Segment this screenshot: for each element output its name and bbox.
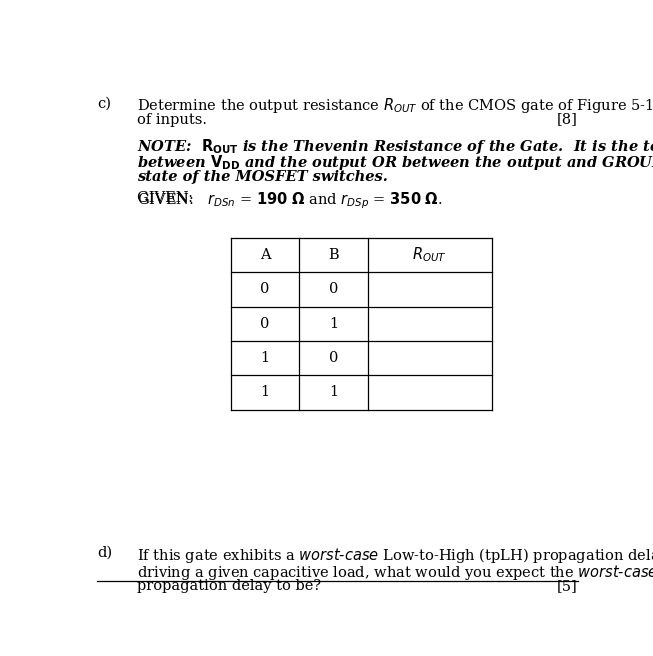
Text: 1: 1 (329, 317, 338, 331)
Text: d): d) (97, 546, 112, 560)
Text: NOTE:  $\mathbf{R_{OUT}}$ is the Thevenin Resistance of the Gate.  It is the tot: NOTE: $\mathbf{R_{OUT}}$ is the Thevenin… (137, 137, 653, 156)
Text: state of the MOSFET switches.: state of the MOSFET switches. (137, 170, 388, 184)
Text: between $\mathbf{V_{DD}}$ and the output OR between the output and GROUND, depen: between $\mathbf{V_{DD}}$ and the output… (137, 154, 653, 173)
Text: c): c) (97, 96, 111, 110)
Text: 0: 0 (261, 282, 270, 297)
Text: of inputs.: of inputs. (137, 113, 207, 127)
Text: 0: 0 (328, 351, 338, 365)
Text: [5]: [5] (557, 579, 578, 593)
Text: 1: 1 (329, 385, 338, 400)
Text: If this gate exhibits a $\mathit{worst\text{-}case}$ Low-to-High (tpLH) propagat: If this gate exhibits a $\mathit{worst\t… (137, 546, 653, 565)
Text: [8]: [8] (557, 113, 578, 127)
Text: GIVEN:   $r_{DSn}$ = $\mathbf{190\ \Omega}$ and $r_{DSp}$ = $\mathbf{350\ \Omega: GIVEN: $r_{DSn}$ = $\mathbf{190\ \Omega}… (137, 191, 443, 211)
Text: propagation delay to be?: propagation delay to be? (137, 579, 321, 593)
Text: driving a given capacitive load, what would you expect the $\mathit{worst\text{-: driving a given capacitive load, what wo… (137, 563, 653, 582)
Text: 0: 0 (261, 317, 270, 331)
Text: B: B (328, 248, 339, 262)
Text: 1: 1 (261, 351, 270, 365)
Text: 0: 0 (328, 282, 338, 297)
Text: 1: 1 (261, 385, 270, 400)
Text: A: A (260, 248, 270, 262)
Text: $R_{OUT}$: $R_{OUT}$ (412, 245, 447, 264)
Text: Determine the output resistance $R_{OUT}$ of the CMOS gate of Figure 5-1 for eac: Determine the output resistance $R_{OUT}… (137, 96, 653, 115)
Text: GIVEN:: GIVEN: (137, 191, 207, 205)
